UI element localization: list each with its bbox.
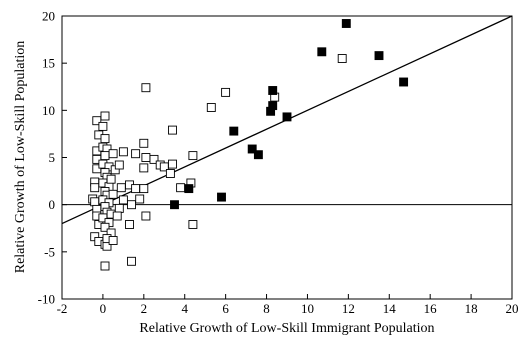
x-tick-label: 18 (465, 301, 478, 316)
filled-square-point (253, 150, 263, 160)
filled-square-point (268, 101, 278, 111)
filled-square-point (217, 192, 226, 202)
filled-square-point (399, 77, 409, 87)
hollow-square-point (168, 125, 177, 135)
hollow-square-point (112, 211, 122, 221)
hollow-square-point (141, 153, 151, 162)
y-tick-label: 5 (49, 150, 56, 165)
filled-square-point (229, 126, 239, 136)
hollow-square-point (168, 159, 177, 169)
hollow-square-point (92, 116, 102, 126)
filled-square-point (184, 184, 194, 194)
y-tick-label: -10 (38, 292, 55, 307)
data-points (88, 19, 409, 271)
hollow-square-point (131, 184, 141, 194)
hollow-square-point (127, 256, 136, 266)
hollow-square-point (141, 83, 151, 93)
plot-frame (61, 15, 513, 300)
hollow-square-point (139, 138, 149, 148)
axis-ticks: -2 0 2 4 6 8 10 12 14 16 18 20 20 15 10 5 0 -5 -10 (38, 9, 519, 317)
hollow-square-point (118, 195, 128, 205)
x-tick-label: 4 (181, 301, 188, 316)
hollow-square-point (221, 87, 231, 97)
x-tick-label: 0 (100, 301, 107, 316)
y-tick-label: 10 (42, 103, 55, 118)
hollow-square-point (125, 220, 134, 229)
x-tick-label: 10 (301, 301, 314, 316)
hollow-square-point (337, 54, 347, 63)
hollow-square-point (100, 222, 110, 232)
x-tick-label: 2 (141, 301, 148, 316)
hollow-square-point (135, 194, 145, 204)
hollow-square-point (118, 147, 128, 157)
hollow-square-point (108, 236, 118, 245)
filled-square-point (317, 47, 327, 57)
hollow-square-point (188, 220, 198, 229)
hollow-square-point (139, 184, 149, 194)
hollow-square-point (100, 151, 110, 161)
hollow-square-point (165, 169, 175, 178)
hollow-square-point (100, 134, 110, 144)
hollow-square-point (114, 203, 124, 213)
y-tick-label: 20 (42, 9, 55, 24)
hollow-square-point (90, 197, 100, 207)
hollow-square-point (131, 149, 141, 159)
hollow-square-point (108, 149, 118, 159)
y-tick-label: -5 (44, 244, 55, 259)
filled-square-point (247, 144, 257, 154)
hollow-square-point (127, 200, 136, 210)
x-tick-label: 14 (383, 301, 397, 316)
filled-square-point (268, 86, 278, 95)
filled-square-point (282, 112, 292, 122)
hollow-square-point (106, 174, 116, 184)
filled-square-point (374, 51, 384, 61)
y-tick-label: 0 (49, 197, 56, 212)
hollow-square-point (141, 211, 151, 221)
x-tick-label: 16 (424, 301, 438, 316)
hollow-square-point (149, 154, 159, 164)
hollow-square-point (206, 103, 216, 112)
hollow-square-point (100, 261, 110, 271)
hollow-square-point (100, 111, 110, 121)
x-tick-label: 20 (506, 301, 519, 316)
hollow-square-point (114, 160, 124, 170)
hollow-square-point (116, 183, 126, 193)
x-tick-label: 6 (222, 301, 229, 316)
filled-square-point (170, 200, 179, 210)
hollow-square-point (139, 163, 149, 173)
hollow-square-point (90, 183, 100, 193)
y-tick-label: 15 (42, 56, 55, 71)
x-tick-label: -2 (57, 301, 68, 316)
hollow-square-point (108, 189, 118, 199)
hollow-square-point (188, 151, 198, 161)
y-axis-title: Relative Growth of Low-Skill Population (13, 41, 28, 274)
x-axis-title: Relative Growth of Low-Skill Immigrant P… (139, 321, 434, 336)
x-tick-label: 12 (342, 301, 355, 316)
hollow-square-point (176, 183, 186, 193)
x-tick-label: 8 (263, 301, 270, 316)
filled-square-point (341, 19, 351, 28)
hollow-square-point (98, 121, 108, 131)
